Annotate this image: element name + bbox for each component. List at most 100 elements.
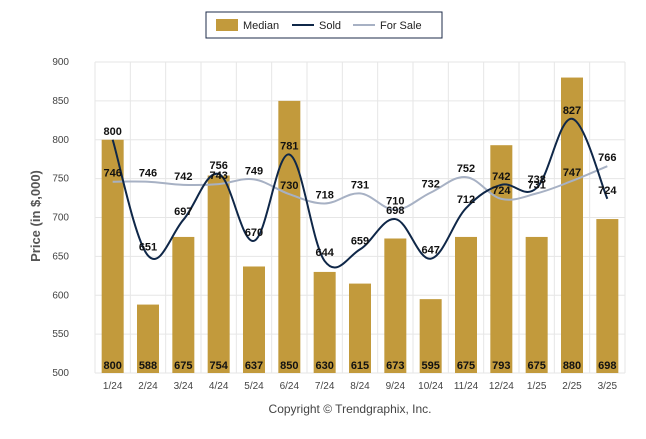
median-value-label: 793 xyxy=(492,360,510,372)
median-bar-6/24 xyxy=(278,100,301,373)
copyright-credit: Copyright © Trendgraphix, Inc. xyxy=(269,402,432,416)
for-sale-value-label: 742 xyxy=(174,171,192,183)
data-labels: 800 588 675 754 637 850 630 615 673 595 675 793 675 8… xyxy=(103,105,617,372)
median-bar-5/24 xyxy=(243,266,265,373)
sold-value-label: 781 xyxy=(280,141,298,153)
sold-value-label: 827 xyxy=(563,105,581,117)
median-bar-4/24 xyxy=(207,175,230,373)
median-bars xyxy=(101,77,619,374)
legend-median-swatch xyxy=(216,19,238,31)
for-sale-line xyxy=(112,165,608,211)
x-tick-label: 2/24 xyxy=(138,381,158,392)
y-tick-label: 500 xyxy=(52,368,69,379)
y-tick-label: 700 xyxy=(52,213,69,224)
median-value-label: 637 xyxy=(245,360,263,372)
grid-lines xyxy=(94,61,626,374)
y-tick-label: 800 xyxy=(52,135,69,146)
sold-value-label: 724 xyxy=(598,185,617,197)
median-value-label: 675 xyxy=(457,360,475,372)
median-value-label: 673 xyxy=(386,360,404,372)
for-sale-value-label: 749 xyxy=(245,165,263,177)
median-value-label: 630 xyxy=(315,360,333,372)
x-tick-label: 3/25 xyxy=(598,381,618,392)
median-value-label: 588 xyxy=(139,360,157,372)
y-tick-label: 550 xyxy=(52,329,69,340)
median-bar-11/24 xyxy=(455,236,477,373)
legend-median-label: Median xyxy=(243,20,279,32)
median-bar-9/24 xyxy=(384,238,407,373)
x-tick-label: 11/24 xyxy=(454,381,479,392)
legend: Median Sold For Sale xyxy=(205,11,443,39)
median-bar-7/24 xyxy=(313,271,336,373)
for-sale-value-label: 732 xyxy=(421,179,439,191)
median-bar-1/25 xyxy=(525,236,548,373)
y-tick-label: 900 xyxy=(52,57,69,68)
sold-value-label: 651 xyxy=(139,242,157,254)
for-sale-value-label: 743 xyxy=(209,170,227,182)
for-sale-value-label: 731 xyxy=(527,179,545,191)
median-value-label: 675 xyxy=(527,360,545,372)
axes: 500 550 600 650 700 750 800 850 900 1/24 2/24 3/24 4… xyxy=(52,57,617,392)
median-value-label: 615 xyxy=(351,360,369,372)
y-axis-title: Price (in $,000) xyxy=(28,170,43,262)
x-tick-label: 2/25 xyxy=(562,381,582,392)
for-sale-value-label: 730 xyxy=(280,180,298,192)
sold-value-label: 644 xyxy=(315,247,334,259)
for-sale-value-label: 724 xyxy=(492,185,511,197)
for-sale-value-label: 731 xyxy=(351,179,369,191)
sold-value-label: 800 xyxy=(103,126,121,138)
x-tick-label: 3/24 xyxy=(174,381,194,392)
legend-box xyxy=(205,11,443,39)
sold-value-label: 742 xyxy=(492,171,510,183)
x-tick-label: 4/24 xyxy=(209,381,229,392)
x-tick-label: 5/24 xyxy=(244,381,264,392)
sold-line xyxy=(111,117,609,269)
for-sale-value-label: 718 xyxy=(315,190,333,202)
sold-value-label: 738 xyxy=(527,174,545,186)
x-tick-label: 1/24 xyxy=(103,381,123,392)
x-tick-label: 7/24 xyxy=(315,381,335,392)
x-tick-label: 6/24 xyxy=(280,381,300,392)
median-value-label: 880 xyxy=(563,360,581,372)
median-value-label: 698 xyxy=(598,360,616,372)
for-sale-value-label: 710 xyxy=(386,196,404,208)
for-sale-value-label: 746 xyxy=(103,168,121,180)
median-value-label: 595 xyxy=(421,360,439,372)
sold-value-label: 670 xyxy=(245,227,263,239)
x-tick-label: 9/24 xyxy=(386,381,406,392)
line-series xyxy=(111,117,609,269)
sold-value-label: 756 xyxy=(209,160,227,172)
y-tick-label: 650 xyxy=(52,251,69,262)
for-sale-value-label: 766 xyxy=(598,152,616,164)
median-value-label: 675 xyxy=(174,360,192,372)
median-bar-3/24 xyxy=(172,236,195,373)
x-tick-label: 1/25 xyxy=(527,381,547,392)
for-sale-value-label: 746 xyxy=(139,168,157,180)
y-tick-label: 850 xyxy=(52,96,69,107)
median-value-label: 800 xyxy=(103,360,121,372)
median-bar-10/24 xyxy=(419,299,442,373)
x-tick-label: 10/24 xyxy=(418,381,443,392)
median-bar-12/24 xyxy=(490,145,513,373)
median-bar-2/24 xyxy=(137,304,159,373)
median-bar-1/24 xyxy=(101,139,124,373)
sold-value-label: 712 xyxy=(457,194,475,206)
sold-value-label: 647 xyxy=(421,245,439,257)
median-bar-2/25 xyxy=(561,77,583,374)
sold-value-label: 659 xyxy=(351,235,369,247)
y-tick-label: 600 xyxy=(52,290,69,301)
for-sale-value-label: 752 xyxy=(457,163,475,175)
for-sale-value-label: 747 xyxy=(563,167,581,179)
x-tick-label: 12/24 xyxy=(489,381,514,392)
sold-value-label: 698 xyxy=(386,205,404,217)
legend-for-sale-label: For Sale xyxy=(380,20,422,32)
median-value-label: 754 xyxy=(209,360,228,372)
sold-value-label: 697 xyxy=(174,206,192,218)
median-bar-3/25 xyxy=(596,219,619,373)
x-tick-label: 8/24 xyxy=(350,381,370,392)
y-tick-label: 750 xyxy=(52,174,69,185)
median-value-label: 850 xyxy=(280,360,298,372)
median-bar-8/24 xyxy=(349,283,371,373)
